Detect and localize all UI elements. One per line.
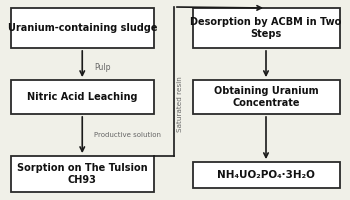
FancyBboxPatch shape bbox=[10, 80, 154, 114]
Text: Desorption by ACBM in Two
Steps: Desorption by ACBM in Two Steps bbox=[190, 17, 342, 39]
Text: Obtaining Uranium
Concentrate: Obtaining Uranium Concentrate bbox=[214, 86, 318, 108]
Text: Sorption on The Tulsion
CH93: Sorption on The Tulsion CH93 bbox=[17, 163, 148, 185]
FancyBboxPatch shape bbox=[10, 8, 154, 48]
Text: Pulp: Pulp bbox=[94, 62, 111, 72]
FancyBboxPatch shape bbox=[10, 156, 154, 192]
FancyBboxPatch shape bbox=[193, 8, 340, 48]
Text: Saturated resin: Saturated resin bbox=[177, 76, 183, 132]
Text: Uranium-containing sludge: Uranium-containing sludge bbox=[7, 23, 157, 33]
Text: Nitric Acid Leaching: Nitric Acid Leaching bbox=[27, 92, 138, 102]
Text: NH₄UO₂PO₄·3H₂O: NH₄UO₂PO₄·3H₂O bbox=[217, 170, 315, 180]
FancyBboxPatch shape bbox=[193, 162, 340, 188]
FancyBboxPatch shape bbox=[193, 80, 340, 114]
Text: Productive solution: Productive solution bbox=[94, 132, 161, 138]
